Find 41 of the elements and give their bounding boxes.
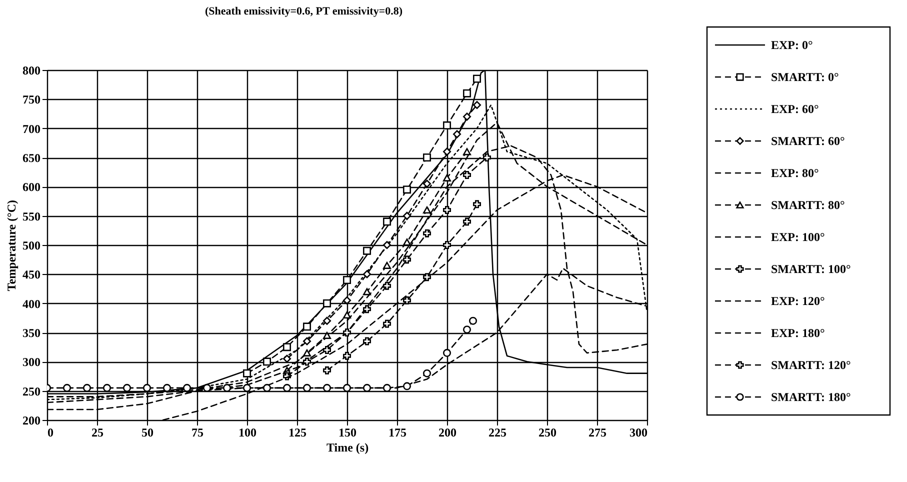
x-tick-label: 300	[630, 426, 648, 440]
x-tick-label: 175	[388, 426, 406, 440]
x-tick-label: 50	[142, 426, 154, 440]
x-tick-label: 125	[288, 426, 306, 440]
x-axis-title: Time (s)	[326, 440, 369, 454]
legend-label: EXP: 80°	[771, 166, 819, 180]
y-tick-label: 550	[22, 209, 40, 224]
chart-title: (Sheath emissivity=0.6, PT emissivity=0.8)	[205, 5, 403, 18]
y-tick-label: 600	[22, 180, 40, 194]
x-tick-label: 25	[92, 426, 104, 440]
x-tick-label: 100	[238, 426, 256, 440]
legend-label: EXP: 60°	[771, 102, 819, 116]
x-tick-label: 250	[538, 426, 556, 440]
legend-label: SMARTT: 120°	[771, 358, 852, 372]
y-tick-label: 650	[22, 151, 40, 165]
y-tick-label: 700	[22, 122, 40, 136]
y-tick-label: 250	[22, 384, 40, 398]
legend-label: SMARTT: 100°	[771, 262, 852, 276]
legend-label: SMARTT: 60°	[771, 134, 846, 148]
y-tick-label: 200	[22, 414, 40, 428]
legend-label: EXP: 120°	[771, 294, 825, 308]
y-tick-label: 400	[22, 296, 40, 311]
x-tick-label: 200	[438, 426, 456, 440]
y-tick-label: 750	[22, 92, 40, 107]
x-tick-label: 0	[48, 426, 54, 440]
x-tick-label: 75	[192, 426, 204, 440]
legend-label: EXP: 180°	[771, 326, 825, 340]
x-tick-label: 275	[588, 426, 606, 440]
legend-label: SMARTT: 0°	[771, 70, 840, 84]
y-tick-label: 350	[22, 326, 40, 340]
y-tick-label: 800	[22, 64, 40, 78]
y-tick-label: 500	[22, 238, 40, 252]
y-tick-label: 450	[22, 268, 40, 282]
x-tick-label: 150	[338, 426, 356, 440]
legend-label: SMARTT: 80°	[771, 198, 846, 212]
y-tick-label: 300	[22, 355, 40, 370]
legend-label: EXP: 0°	[771, 38, 813, 52]
y-axis-title: Temperature (°C)	[4, 200, 18, 292]
x-tick-label: 225	[488, 426, 506, 440]
legend-label: EXP: 100°	[771, 230, 825, 244]
legend-label: SMARTT: 180°	[771, 390, 852, 404]
